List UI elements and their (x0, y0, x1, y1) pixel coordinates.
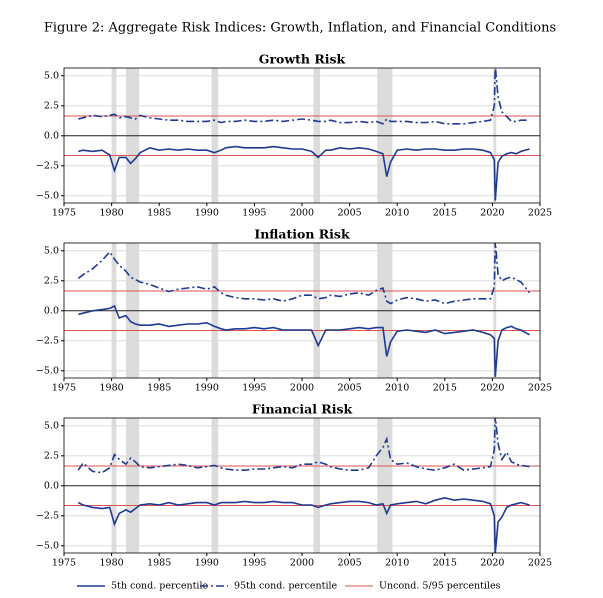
y-tick-label: 0.0 (44, 130, 59, 141)
x-tick-label: 1985 (147, 558, 171, 569)
y-tick-label: −5.0 (36, 365, 59, 376)
x-tick-label: 2005 (338, 208, 362, 219)
x-tick-label: 1990 (195, 558, 219, 569)
x-tick-label: 1975 (52, 208, 76, 219)
y-tick-label: −2.5 (36, 160, 59, 171)
plot-area (64, 418, 540, 553)
series-line (77, 243, 531, 305)
x-tick-label: 2015 (433, 558, 457, 569)
x-tick-label: 2005 (338, 558, 362, 569)
y-tick-label: −2.5 (36, 510, 59, 521)
y-tick-label: 5.0 (44, 420, 59, 431)
x-tick-label: 2000 (290, 383, 314, 394)
legend-label: 95th cond. percentile (234, 581, 338, 592)
x-tick-label: 1975 (52, 558, 76, 569)
x-tick-label: 1985 (147, 383, 171, 394)
x-tick-label: 2010 (385, 208, 409, 219)
y-tick-label: −2.5 (36, 335, 59, 346)
x-tick-label: 2020 (480, 558, 504, 569)
x-tick-label: 2025 (528, 558, 552, 569)
x-tick-label: 1995 (242, 383, 266, 394)
x-tick-label: 1990 (195, 383, 219, 394)
x-tick-label: 2015 (433, 208, 457, 219)
x-tick-label: 2020 (480, 383, 504, 394)
x-tick-label: 1990 (195, 208, 219, 219)
panel-title: Growth Risk (259, 52, 346, 67)
x-tick-label: 2010 (385, 383, 409, 394)
y-tick-label: 2.5 (44, 275, 59, 286)
x-tick-label: 2015 (433, 383, 457, 394)
plot-area (64, 68, 540, 203)
x-tick-label: 2000 (290, 558, 314, 569)
x-tick-label: 2025 (528, 383, 552, 394)
x-tick-label: 1980 (100, 558, 124, 569)
series-line (78, 304, 530, 377)
x-tick-label: 2025 (528, 208, 552, 219)
x-tick-label: 1985 (147, 208, 171, 219)
x-tick-label: 1980 (100, 208, 124, 219)
x-tick-label: 1980 (100, 383, 124, 394)
figure-caption: Figure 2: Aggregate Risk Indices: Growth… (44, 21, 556, 36)
x-tick-label: 1995 (242, 558, 266, 569)
panel-title: Inflation Risk (254, 227, 350, 242)
plot-frame (63, 417, 541, 554)
y-tick-label: 5.0 (44, 70, 59, 81)
y-tick-label: −5.0 (36, 540, 59, 551)
y-tick-label: 0.0 (44, 480, 59, 491)
y-tick-label: −5.0 (36, 190, 59, 201)
series-line (77, 496, 530, 553)
legend-label: Uncond. 5/95 percentiles (379, 581, 501, 592)
plot-area (64, 243, 540, 378)
series-line (78, 145, 530, 201)
x-tick-label: 2010 (385, 558, 409, 569)
series-line (77, 418, 530, 474)
x-tick-label: 1975 (52, 383, 76, 394)
y-tick-label: 2.5 (44, 100, 59, 111)
series-line (78, 68, 530, 125)
plot-frame (63, 67, 541, 204)
y-tick-label: 2.5 (44, 450, 59, 461)
x-tick-label: 2005 (338, 383, 362, 394)
x-tick-label: 2020 (480, 208, 504, 219)
x-tick-label: 1995 (242, 208, 266, 219)
y-tick-label: 0.0 (44, 305, 59, 316)
plot-frame (63, 242, 541, 379)
x-tick-label: 2000 (290, 208, 314, 219)
panel-title: Financial Risk (252, 402, 353, 417)
legend-label: 5th cond. percentile (111, 581, 208, 592)
y-tick-label: 5.0 (44, 245, 59, 256)
